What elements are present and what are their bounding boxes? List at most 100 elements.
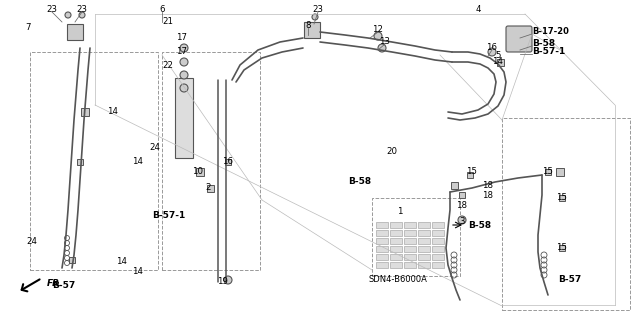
Text: 3: 3 bbox=[460, 218, 465, 226]
Text: 24: 24 bbox=[150, 144, 161, 152]
FancyBboxPatch shape bbox=[506, 26, 532, 52]
Text: 24: 24 bbox=[26, 238, 38, 247]
Bar bbox=[404, 222, 416, 228]
Bar bbox=[390, 254, 402, 260]
Text: 17: 17 bbox=[177, 33, 188, 42]
Bar bbox=[545, 169, 551, 175]
Bar bbox=[459, 192, 465, 198]
Text: 14: 14 bbox=[132, 268, 143, 277]
Bar bbox=[67, 24, 83, 40]
Bar bbox=[69, 257, 75, 263]
Text: B-57: B-57 bbox=[52, 280, 76, 290]
Text: B-17-20: B-17-20 bbox=[532, 27, 569, 36]
Bar bbox=[77, 159, 83, 165]
Circle shape bbox=[312, 14, 318, 20]
Bar bbox=[376, 262, 388, 268]
Text: 6: 6 bbox=[159, 5, 164, 14]
Bar bbox=[404, 246, 416, 252]
Text: 15: 15 bbox=[557, 194, 568, 203]
Bar bbox=[418, 238, 430, 244]
Bar bbox=[432, 222, 444, 228]
Text: 1: 1 bbox=[397, 207, 403, 217]
Circle shape bbox=[65, 12, 71, 18]
Text: 16: 16 bbox=[486, 43, 497, 53]
Text: 10: 10 bbox=[193, 167, 204, 176]
Text: B-57: B-57 bbox=[558, 276, 581, 285]
Circle shape bbox=[488, 48, 496, 56]
Bar bbox=[451, 182, 458, 189]
Circle shape bbox=[180, 84, 188, 92]
Bar bbox=[418, 254, 430, 260]
Text: 5: 5 bbox=[495, 51, 500, 61]
Bar bbox=[497, 58, 504, 65]
Text: 14: 14 bbox=[493, 57, 504, 66]
Text: 12: 12 bbox=[372, 26, 383, 34]
Text: 19: 19 bbox=[216, 278, 227, 286]
Bar bbox=[390, 238, 402, 244]
Text: 13: 13 bbox=[380, 38, 390, 47]
Bar bbox=[207, 184, 214, 191]
Bar bbox=[390, 222, 402, 228]
Bar bbox=[432, 230, 444, 236]
Text: B-58: B-58 bbox=[348, 177, 371, 187]
Circle shape bbox=[374, 32, 382, 40]
Bar bbox=[418, 246, 430, 252]
Circle shape bbox=[458, 216, 466, 224]
Circle shape bbox=[224, 276, 232, 284]
Circle shape bbox=[180, 58, 188, 66]
Bar bbox=[502, 118, 630, 310]
Bar bbox=[418, 222, 430, 228]
Text: 15: 15 bbox=[467, 167, 477, 176]
Text: SDN4-B6000A: SDN4-B6000A bbox=[369, 276, 428, 285]
Bar bbox=[418, 262, 430, 268]
Text: B-57-1: B-57-1 bbox=[152, 211, 185, 219]
Text: FR.: FR. bbox=[47, 279, 63, 288]
Bar bbox=[376, 230, 388, 236]
Text: 7: 7 bbox=[25, 24, 31, 33]
Bar bbox=[432, 262, 444, 268]
Bar bbox=[556, 168, 564, 176]
Text: 8: 8 bbox=[305, 21, 311, 31]
Bar bbox=[225, 159, 231, 165]
Text: B-57-1: B-57-1 bbox=[532, 48, 565, 56]
Bar bbox=[404, 262, 416, 268]
Text: 23: 23 bbox=[312, 5, 323, 14]
Text: 21: 21 bbox=[163, 18, 173, 26]
Bar bbox=[432, 246, 444, 252]
Bar bbox=[175, 78, 193, 158]
Bar bbox=[432, 254, 444, 260]
Bar bbox=[418, 230, 430, 236]
Bar bbox=[376, 254, 388, 260]
Bar bbox=[81, 108, 89, 116]
Text: 15: 15 bbox=[557, 243, 568, 253]
Bar bbox=[376, 246, 388, 252]
Text: 16: 16 bbox=[223, 158, 234, 167]
Bar bbox=[404, 238, 416, 244]
Text: 23: 23 bbox=[77, 5, 88, 14]
Bar bbox=[404, 254, 416, 260]
Text: 23: 23 bbox=[47, 5, 58, 14]
Bar bbox=[372, 198, 460, 276]
Text: 20: 20 bbox=[387, 147, 397, 157]
Circle shape bbox=[180, 71, 188, 79]
Text: 22: 22 bbox=[163, 62, 173, 70]
Bar bbox=[162, 52, 260, 270]
Text: 17: 17 bbox=[177, 48, 188, 56]
Circle shape bbox=[378, 44, 386, 52]
Bar bbox=[390, 246, 402, 252]
Circle shape bbox=[180, 44, 188, 52]
Text: B-58: B-58 bbox=[532, 40, 555, 48]
Text: 2: 2 bbox=[205, 183, 211, 192]
Bar bbox=[376, 238, 388, 244]
Bar bbox=[467, 172, 473, 178]
Bar bbox=[559, 245, 565, 251]
Text: 18: 18 bbox=[483, 181, 493, 189]
Text: 14: 14 bbox=[132, 158, 143, 167]
Bar bbox=[196, 168, 204, 176]
Text: 18: 18 bbox=[483, 190, 493, 199]
Bar bbox=[404, 230, 416, 236]
Bar bbox=[432, 238, 444, 244]
Bar bbox=[390, 262, 402, 268]
Circle shape bbox=[79, 12, 85, 18]
Bar bbox=[559, 195, 565, 201]
